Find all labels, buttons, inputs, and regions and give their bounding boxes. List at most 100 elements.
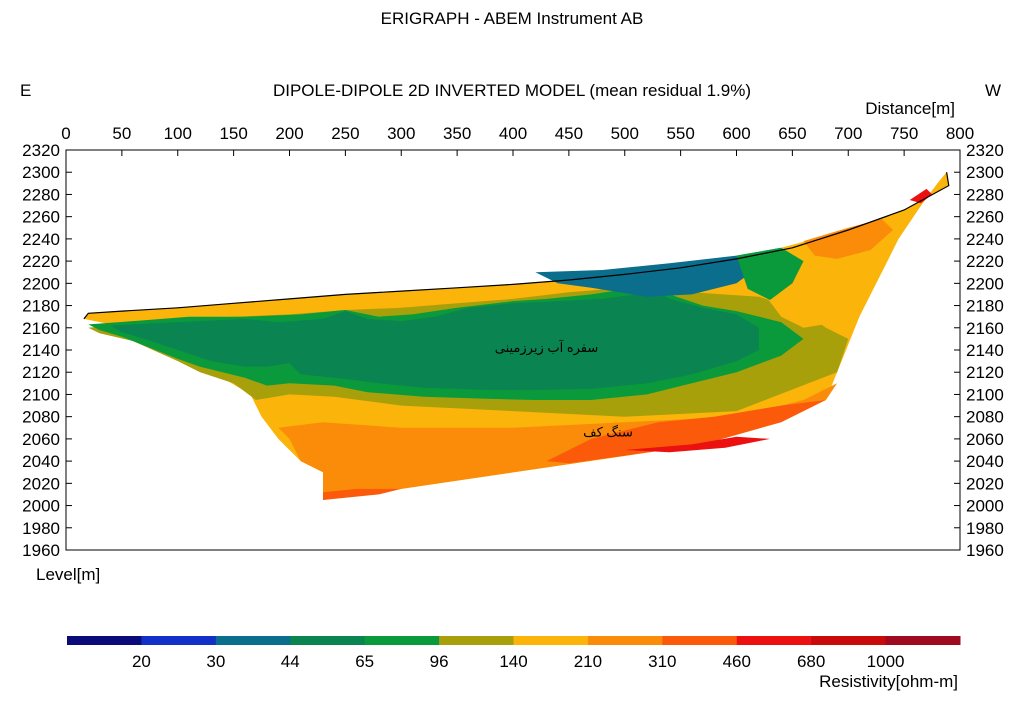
y-tick-label-left: 2300	[22, 163, 60, 182]
colorbar-swatch	[662, 636, 738, 645]
orientation-right-label: W	[985, 81, 1001, 100]
x-tick-label: 400	[499, 124, 527, 143]
colorbar-swatch	[364, 636, 440, 645]
y-tick-label-left: 2160	[22, 319, 60, 338]
colorbar-swatch	[811, 636, 887, 645]
resistivity-zone	[803, 218, 893, 259]
y-axis-label: Level[m]	[36, 565, 100, 584]
colorbar-label: Resistivity[ohm-m]	[819, 672, 958, 691]
y-tick-label-right: 2220	[966, 252, 1004, 271]
colorbar-swatch	[290, 636, 366, 645]
x-tick-label: 600	[722, 124, 750, 143]
annotation-label: سنگ کف	[583, 425, 633, 440]
orientation-left-label: E	[20, 81, 31, 100]
y-tick-label-left: 2000	[22, 497, 60, 516]
y-tick-label-right: 2020	[966, 474, 1004, 493]
y-tick-label-left: 2220	[22, 252, 60, 271]
x-tick-label: 300	[387, 124, 415, 143]
y-tick-label-right: 2120	[966, 363, 1004, 382]
y-tick-label-right: 2300	[966, 163, 1004, 182]
y-tick-label-left: 2040	[22, 452, 60, 471]
x-tick-label: 350	[443, 124, 471, 143]
colorbar-tick-label: 210	[574, 652, 602, 671]
y-tick-label-left: 2100	[22, 385, 60, 404]
x-tick-label: 450	[555, 124, 583, 143]
x-tick-label: 150	[219, 124, 247, 143]
y-tick-label-left: 2260	[22, 208, 60, 227]
y-tick-label-right: 1960	[966, 541, 1004, 560]
colorbar-swatch	[587, 636, 663, 645]
x-tick-label: 550	[666, 124, 694, 143]
surface-profile-line	[83, 172, 950, 320]
resistivity-zone	[546, 400, 826, 464]
colorbar-tick-label: 680	[797, 652, 825, 671]
y-tick-label-right: 2140	[966, 341, 1004, 360]
chart-subtitle: DIPOLE-DIPOLE 2D INVERTED MODEL (mean re…	[273, 81, 751, 100]
y-tick-label-right: 2040	[966, 452, 1004, 471]
resistivity-zone	[624, 436, 770, 453]
annotation-label: سفره آب زیرزمینی	[495, 339, 599, 356]
y-tick-label-left: 2020	[22, 474, 60, 493]
resistivity-zone	[278, 383, 838, 500]
resistivity-zone	[909, 188, 933, 204]
y-axis-ticks: 2320 2320 2300 2300 2280 2280 2260 2260 2240 2240…	[22, 141, 1004, 560]
colorbar-swatch	[513, 636, 589, 645]
x-tick-label: 200	[275, 124, 303, 143]
y-tick-label-right: 2260	[966, 208, 1004, 227]
colorbar: 20 30 44 65 96 140 210 310 460 680 1000	[67, 636, 961, 671]
y-tick-label-right: 2280	[966, 185, 1004, 204]
y-tick-label-right: 2240	[966, 230, 1004, 249]
y-tick-label-left: 1960	[22, 541, 60, 560]
y-tick-label-right: 2100	[966, 385, 1004, 404]
x-tick-label: 100	[164, 124, 192, 143]
x-axis-label: Distance[m]	[865, 99, 955, 118]
colorbar-tick-label: 96	[430, 652, 449, 671]
y-tick-label-left: 2240	[22, 230, 60, 249]
resistivity-zone	[323, 488, 402, 500]
x-axis-ticks: 0 50 100 150 200 250 300 350 400 450 500 550 600 650 7…	[61, 124, 974, 156]
resistivity-zone	[535, 247, 782, 297]
x-tick-label: 750	[890, 124, 918, 143]
colorbar-swatch	[736, 636, 812, 645]
resistivity-zone	[736, 247, 804, 300]
colorbar-tick-label: 1000	[867, 652, 905, 671]
colorbar-tick-label: 30	[206, 652, 225, 671]
colorbar-swatch	[215, 636, 291, 645]
colorbar-swatch	[141, 636, 217, 645]
x-tick-label: 800	[946, 124, 974, 143]
y-tick-label-left: 2080	[22, 408, 60, 427]
plot-frame	[65, 149, 961, 551]
x-tick-label: 650	[778, 124, 806, 143]
y-tick-label-left: 1980	[22, 519, 60, 538]
colorbar-tick-label: 310	[648, 652, 676, 671]
colorbar-tick-label: 140	[499, 652, 527, 671]
y-tick-label-right: 2200	[966, 274, 1004, 293]
colorbar-tick-label: 65	[355, 652, 374, 671]
y-tick-label-right: 2320	[966, 141, 1004, 160]
y-tick-label-left: 2140	[22, 341, 60, 360]
x-tick-label: 50	[112, 124, 131, 143]
y-tick-label-right: 1980	[966, 519, 1004, 538]
y-tick-label-left: 2200	[22, 274, 60, 293]
x-tick-label: 250	[331, 124, 359, 143]
y-tick-label-right: 2080	[966, 408, 1004, 427]
x-tick-label: 700	[834, 124, 862, 143]
colorbar-tick-label: 44	[281, 652, 300, 671]
y-tick-label-left: 2180	[22, 297, 60, 316]
model-section	[83, 172, 950, 500]
y-tick-label-right: 2160	[966, 319, 1004, 338]
x-tick-label: 0	[61, 124, 70, 143]
x-tick-label: 500	[611, 124, 639, 143]
y-tick-label-right: 2000	[966, 497, 1004, 516]
y-tick-label-left: 2280	[22, 185, 60, 204]
colorbar-swatch	[67, 636, 142, 645]
y-tick-label-left: 2320	[22, 141, 60, 160]
colorbar-swatch	[885, 636, 961, 645]
y-tick-label-right: 2180	[966, 297, 1004, 316]
colorbar-tick-label: 460	[723, 652, 751, 671]
annotations: سفره آب زیرزمینی سنگ کف	[495, 339, 633, 439]
resistivity-zone	[110, 292, 759, 390]
y-tick-label-left: 2060	[22, 430, 60, 449]
chart-title: ERIGRAPH - ABEM Instrument AB	[381, 9, 644, 28]
